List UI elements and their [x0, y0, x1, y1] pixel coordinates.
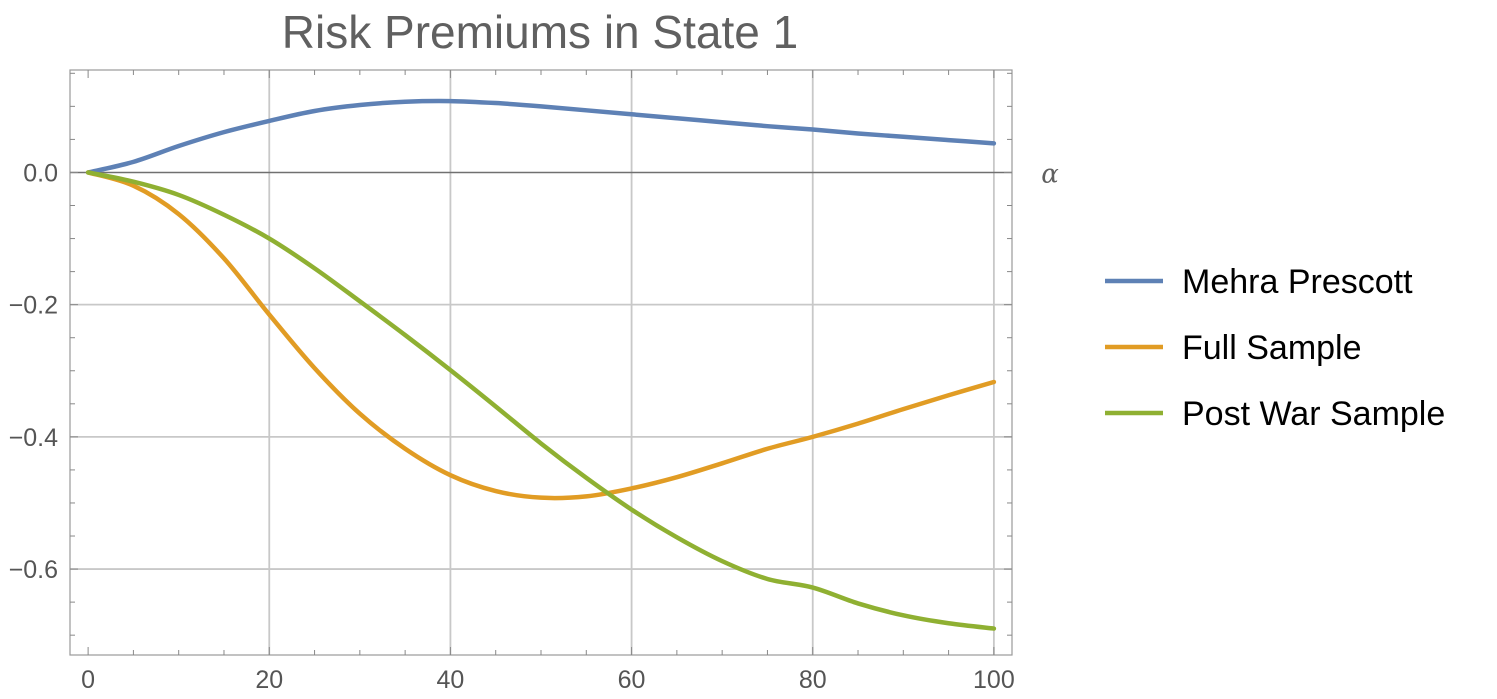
x-tick-label: 40	[437, 666, 465, 694]
chart-title: Risk Premiums in State 1	[282, 6, 798, 58]
legend-label: Mehra Prescott	[1182, 263, 1413, 301]
y-tick-label: −0.4	[9, 424, 58, 452]
grid-lines	[70, 70, 1012, 655]
series-line-full-sample	[85, 170, 997, 501]
x-tick-label: 100	[973, 666, 1015, 694]
legend-label: Full Sample	[1182, 329, 1362, 367]
legend-label: Post War Sample	[1182, 395, 1445, 433]
axis-ticks: 0 20 40 60 80 100 0.0 −0.2 −0.4 −0.6	[9, 70, 1015, 694]
y-tick-label: −0.6	[9, 556, 58, 584]
x-tick-label: 20	[255, 666, 283, 694]
x-axis-label: α	[1041, 159, 1059, 189]
y-tick-label: 0.0	[23, 159, 58, 187]
series-line-mehra-prescott	[85, 98, 997, 175]
legend: Mehra Prescott Full Sample Post War Sample	[1105, 263, 1445, 433]
plot-frame	[69, 69, 1013, 656]
x-tick-label: 0	[81, 666, 95, 694]
series-lines	[85, 98, 997, 631]
y-tick-label: −0.2	[9, 292, 58, 320]
x-tick-label: 80	[799, 666, 827, 694]
x-tick-label: 60	[618, 666, 646, 694]
series-line-post-war-sample	[85, 170, 997, 631]
